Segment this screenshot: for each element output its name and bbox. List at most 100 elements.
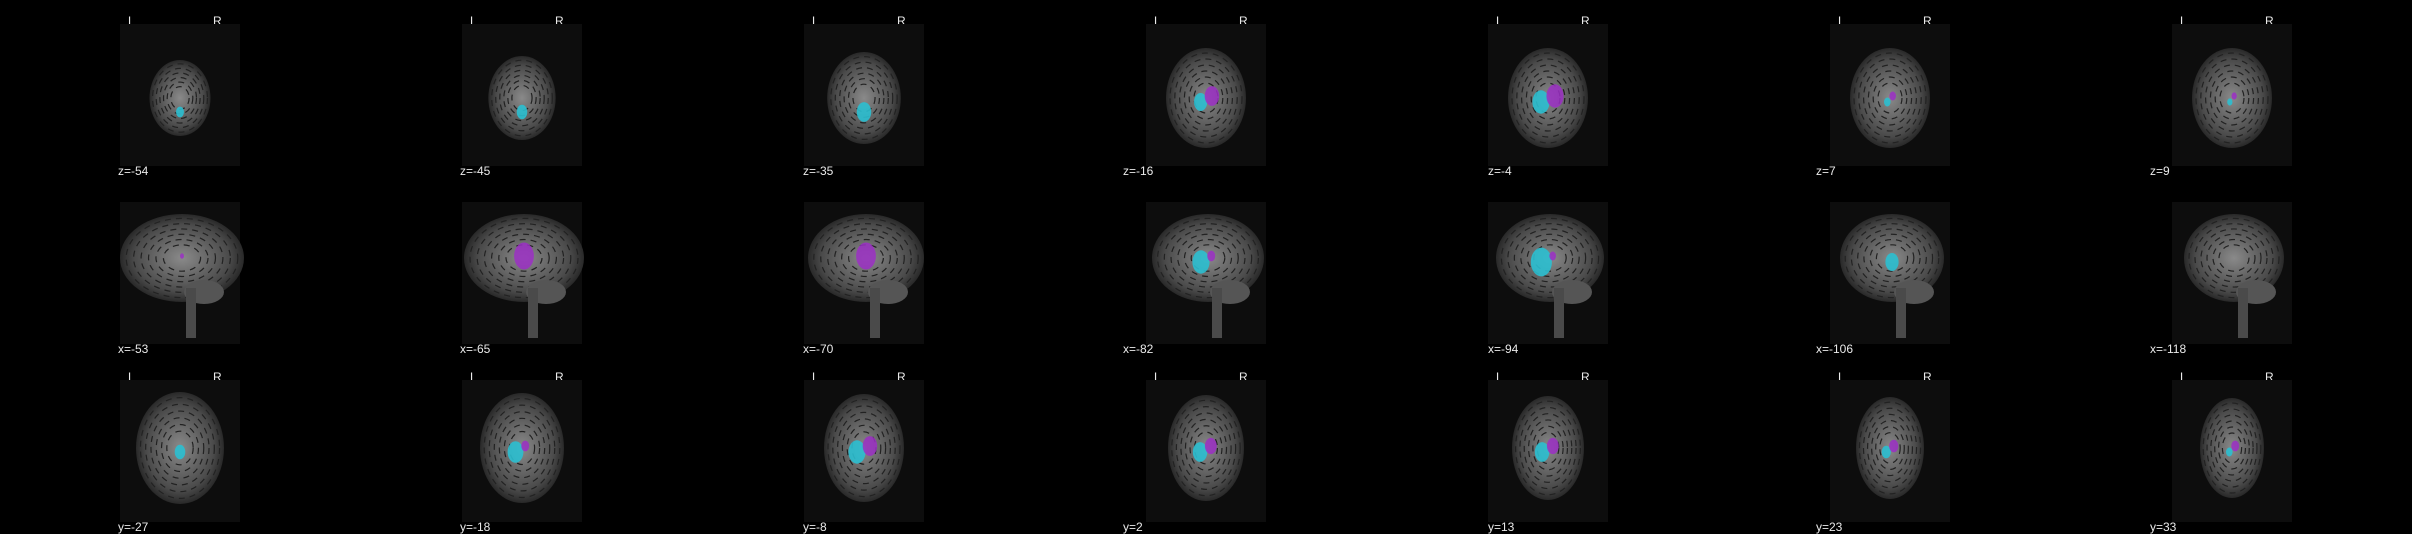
brain-tissue	[827, 52, 901, 144]
sagittal-brain-image	[462, 202, 584, 344]
cortex-fold	[133, 223, 231, 293]
cortex-fold	[2204, 64, 2259, 132]
segmentation-region-cyan	[848, 440, 866, 464]
cortex-fold	[834, 233, 898, 283]
cortex-fold	[1174, 58, 1238, 138]
axial-slice-coordinate: z=-45	[460, 164, 491, 178]
cortex-fold	[1175, 406, 1237, 490]
sagittal-slice-coordinate: x=-106	[1816, 342, 1854, 356]
cortex-fold	[498, 417, 546, 479]
sagittal-brain-image	[1830, 202, 1950, 344]
cortex-fold	[1872, 76, 1908, 120]
cortex-fold	[1163, 223, 1253, 293]
cortex-fold	[843, 72, 885, 124]
segmentation-region-purple	[1889, 91, 1896, 101]
cortex-fold	[2214, 420, 2250, 476]
cortex-fold	[827, 228, 905, 288]
coronal-brain-image	[804, 380, 924, 522]
cortex-fold	[841, 418, 887, 478]
orientation-left-label: L	[128, 370, 135, 384]
cortex-fold	[2195, 52, 2269, 144]
cortex-fold	[2202, 402, 2262, 494]
cortex-fold	[836, 411, 891, 485]
cortex-fold	[1875, 425, 1905, 471]
orientation-left-label: L	[1838, 370, 1845, 384]
cortex-fold	[1877, 82, 1903, 114]
cortex-fold	[1507, 223, 1593, 293]
segmentation-region-cyan	[1534, 442, 1550, 462]
cortex-fold	[147, 233, 217, 283]
cortex-fold	[2219, 82, 2245, 114]
orientation-right-label: R	[897, 14, 906, 28]
cortex-fold	[2200, 228, 2268, 288]
segmentation-region-cyan	[174, 444, 186, 460]
orientation-left-label: L	[812, 14, 819, 28]
coronal-brain-image	[462, 380, 582, 522]
segmentation-region-cyan	[1885, 253, 1899, 271]
orientation-right-label: R	[1239, 370, 1248, 384]
sagittal-slice-panel: x=-65	[432, 178, 612, 356]
cortex-fold	[1871, 419, 1909, 477]
coronal-slice-coordinate: y=23	[1816, 520, 1843, 534]
segmentation-region-cyan	[1194, 93, 1208, 111]
orientation-right-label: R	[555, 14, 564, 28]
sagittal-brain-image	[120, 202, 244, 344]
cortex-fold	[1190, 244, 1226, 272]
orientation-left-label: L	[1496, 370, 1503, 384]
segmentation-region-cyan	[2226, 447, 2233, 457]
cortex-fold	[846, 424, 882, 472]
brainstem	[528, 288, 538, 338]
cortex-fold	[488, 404, 556, 492]
cortex-fold	[2194, 223, 2274, 293]
cortex-fold	[2188, 217, 2280, 299]
sagittal-slice-coordinate: x=-118	[2150, 342, 2187, 356]
orientation-left-label: L	[470, 14, 477, 28]
sagittal-slice-panel: x=-70	[774, 178, 954, 356]
axial-brain-image	[2172, 24, 2292, 166]
cortex-fold	[1530, 76, 1566, 120]
axial-slice-coordinate: z=-54	[118, 164, 149, 178]
orientation-left-label: L	[128, 14, 135, 28]
segmentation-region-purple	[2231, 92, 2237, 100]
orientation-left-label: L	[1154, 14, 1161, 28]
cortex-fold	[1866, 413, 1914, 483]
cortex-fold	[505, 244, 543, 272]
cortex-fold	[1178, 64, 1233, 132]
cortex-fold	[150, 410, 210, 486]
axial-brain-image	[1830, 24, 1950, 166]
cortex-fold	[841, 238, 891, 278]
cortex-fold	[1858, 401, 1922, 495]
cortex-fold	[1853, 52, 1927, 144]
cortex-fold	[2210, 414, 2254, 482]
cortex-fold	[1875, 244, 1909, 272]
segmentation-region-purple	[514, 242, 534, 270]
cortex-fold	[151, 63, 209, 133]
cortex-fold	[852, 83, 876, 113]
cortex-fold	[160, 423, 200, 473]
cortex-fold	[1188, 76, 1224, 120]
brain-tissue	[488, 56, 556, 140]
axial-slice-coordinate: z=-35	[803, 164, 834, 178]
cortex-fold	[469, 217, 579, 299]
coronal-brain-image	[1146, 380, 1266, 522]
cortex-fold	[1844, 217, 1940, 299]
cortex-fold	[2214, 76, 2250, 120]
cortex-fold	[1869, 238, 1915, 278]
sagittal-slice-panel: x=-118	[2142, 178, 2322, 356]
cortex-fold	[125, 217, 239, 299]
axial-brain-image	[1146, 24, 1266, 166]
cortex-fold	[1516, 58, 1580, 138]
orientation-left-label: L	[470, 370, 477, 384]
segmentation-region-cyan	[1192, 250, 1210, 274]
cortex-fold	[2200, 58, 2264, 138]
orientation-left-label: L	[1496, 14, 1503, 28]
cortex-fold	[1193, 431, 1218, 465]
segmentation-region-cyan	[176, 106, 184, 118]
axial-brain-image	[462, 24, 582, 166]
cortex-fold	[2212, 238, 2256, 278]
cortex-fold	[159, 72, 201, 124]
